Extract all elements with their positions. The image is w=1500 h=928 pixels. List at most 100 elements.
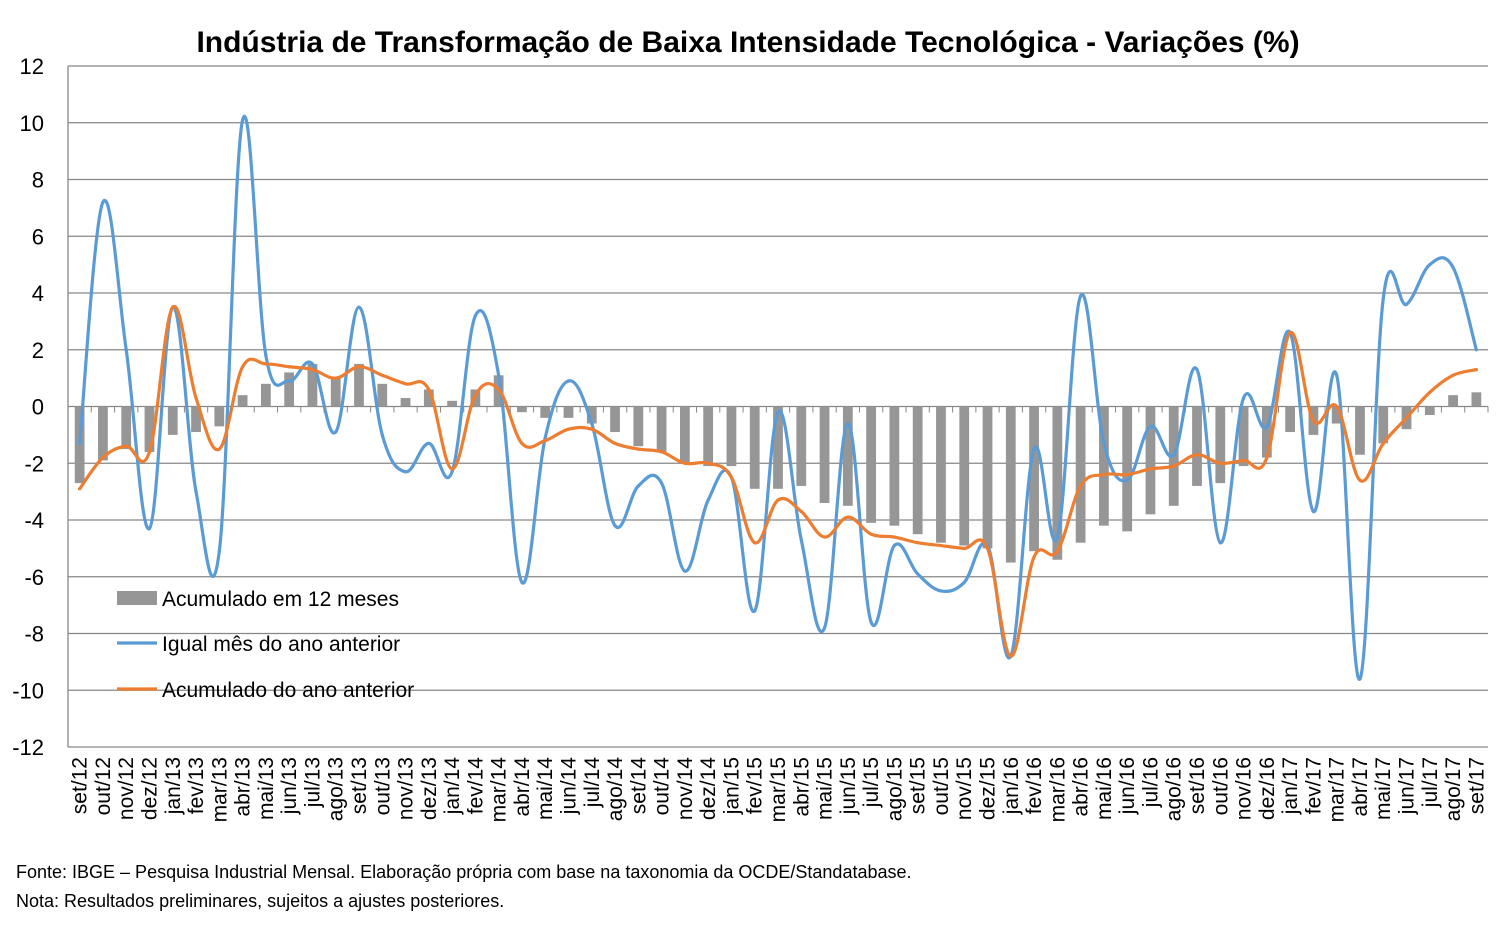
legend-label-igual-m-s-do-ano-anterior: Igual mês do ano anterior (162, 633, 400, 656)
x-tick-label: set/16 (1186, 757, 1209, 814)
point-acumulado-do-ano-anterior (1032, 555, 1036, 559)
x-tick-label: mar/13 (208, 757, 231, 822)
point-igual-m-s-do-ano-anterior (450, 470, 454, 474)
x-tick-label: mai/16 (1093, 757, 1116, 820)
bar-acumulado-em-12-meses (330, 378, 341, 407)
bar-acumulado-em-12-meses (703, 406, 714, 467)
bar-acumulado-em-12-meses (819, 406, 830, 503)
point-acumulado-do-ano-anterior (636, 447, 640, 451)
point-igual-m-s-do-ano-anterior (264, 353, 268, 358)
bar-acumulado-em-12-meses (1471, 392, 1482, 407)
y-tick-label: 10 (20, 111, 44, 136)
x-tick-label: set/13 (348, 757, 371, 814)
point-igual-m-s-do-ano-anterior (1102, 441, 1106, 445)
x-tick-label: nov/12 (115, 757, 138, 820)
bar-acumulado-em-12-meses (1192, 406, 1202, 486)
bar-acumulado-em-12-meses (1075, 406, 1086, 543)
point-acumulado-do-ano-anterior (240, 365, 245, 369)
y-tick-label: 4 (32, 281, 44, 306)
point-acumulado-do-ano-anterior (543, 438, 547, 443)
x-tick-label: jul/17 (1419, 757, 1442, 808)
bar-acumulado-em-12-meses (982, 406, 993, 549)
bar-acumulado-em-12-meses (98, 406, 108, 461)
point-acumulado-do-ano-anterior (450, 467, 454, 471)
legend-label-acumulado-do-ano-anterior: Acumulado do ano anterior (162, 679, 414, 702)
point-igual-m-s-do-ano-anterior (1055, 535, 1059, 539)
x-tick-label: mai/15 (814, 757, 837, 820)
bar-acumulado-em-12-meses (1215, 406, 1226, 484)
point-igual-m-s-do-ano-anterior (1032, 447, 1036, 451)
x-tick-label: mai/14 (534, 757, 557, 820)
point-igual-m-s-do-ano-anterior (520, 580, 524, 585)
point-igual-m-s-do-ano-anterior (427, 441, 431, 445)
point-acumulado-do-ano-anterior (427, 387, 431, 392)
x-tick-label: jun/17 (1396, 757, 1419, 815)
bar-acumulado-em-12-meses (1145, 406, 1156, 515)
y-tick-label: -8 (24, 622, 44, 647)
bar-acumulado-em-12-meses (167, 406, 178, 435)
point-acumulado-do-ano-anterior (1404, 416, 1409, 420)
point-igual-m-s-do-ano-anterior (78, 441, 82, 445)
x-tick-label: out/15 (930, 757, 953, 815)
x-tick-label: jul/13 (301, 757, 324, 808)
point-acumulado-do-ano-anterior (1055, 549, 1059, 553)
bar-acumulado-em-12-meses (842, 406, 853, 506)
x-tick-label: ago/14 (604, 757, 627, 822)
legend: Acumulado em 12 meses Igual mês do ano an… (117, 588, 414, 702)
point-acumulado-do-ano-anterior (846, 515, 850, 519)
bar-acumulado-em-12-meses (354, 363, 364, 407)
point-acumulado-do-ano-anterior (566, 427, 571, 431)
point-acumulado-do-ano-anterior (520, 441, 524, 445)
line-igual-m-s-do-ano-anterior (78, 114, 1478, 681)
point-acumulado-do-ano-anterior (892, 535, 896, 539)
x-tick-label: jan/13 (162, 757, 185, 815)
x-tick-label: set/15 (907, 757, 930, 814)
bar-acumulado-em-12-meses (749, 406, 760, 489)
bar-acumulado-em-12-meses (889, 406, 900, 526)
y-tick-label: -2 (24, 451, 44, 476)
point-acumulado-do-ano-anterior (217, 447, 221, 451)
point-acumulado-do-ano-anterior (1102, 473, 1106, 477)
bar-acumulado-em-12-meses (563, 406, 574, 418)
y-tick-label: -12 (12, 735, 44, 760)
point-igual-m-s-do-ano-anterior (1079, 294, 1083, 298)
point-igual-m-s-do-ano-anterior (1218, 541, 1222, 545)
legend-swatch-acumulado-em-12-meses (117, 591, 157, 605)
point-acumulado-do-ano-anterior (1265, 455, 1269, 460)
x-tick-label: mar/15 (767, 757, 790, 822)
point-igual-m-s-do-ano-anterior (753, 609, 757, 613)
bar-acumulado-em-12-meses (1448, 395, 1458, 407)
point-acumulado-do-ano-anterior (473, 393, 477, 397)
x-tick-label: abr/15 (790, 757, 813, 817)
point-acumulado-do-ano-anterior (660, 450, 664, 454)
point-igual-m-s-do-ano-anterior (124, 348, 128, 352)
bar-acumulado-em-12-meses (517, 406, 527, 413)
x-tick-label: jul/14 (581, 757, 604, 809)
point-igual-m-s-do-ano-anterior (1451, 265, 1455, 270)
x-tick-label: dez/12 (138, 757, 161, 820)
point-igual-m-s-do-ano-anterior (1311, 509, 1316, 514)
point-acumulado-do-ano-anterior (1009, 654, 1013, 658)
bar-acumulado-em-12-meses (400, 397, 411, 407)
bar-acumulado-em-12-meses (284, 372, 295, 407)
point-acumulado-do-ano-anterior (310, 368, 315, 372)
bar-acumulado-em-12-meses (610, 406, 620, 433)
point-igual-m-s-do-ano-anterior (1381, 297, 1385, 301)
x-tick-label: nov/13 (395, 757, 418, 820)
y-tick-label: -10 (12, 678, 44, 703)
point-igual-m-s-do-ano-anterior (240, 118, 245, 122)
point-igual-m-s-do-ano-anterior (660, 481, 664, 485)
x-tick-label: dez/14 (697, 757, 720, 820)
point-acumulado-do-ano-anterior (916, 541, 920, 545)
point-igual-m-s-do-ano-anterior (543, 436, 547, 440)
x-tick-label: jan/15 (720, 757, 743, 815)
bar-acumulado-em-12-meses (377, 383, 388, 407)
x-tick-label: dez/13 (418, 757, 441, 820)
point-igual-m-s-do-ano-anterior (194, 490, 198, 494)
x-tick-label: mai/17 (1372, 757, 1395, 820)
point-acumulado-do-ano-anterior (1125, 473, 1129, 477)
bar-acumulado-em-12-meses (237, 395, 248, 407)
bar-acumulado-em-12-meses (633, 406, 644, 447)
point-igual-m-s-do-ano-anterior (1125, 478, 1129, 482)
